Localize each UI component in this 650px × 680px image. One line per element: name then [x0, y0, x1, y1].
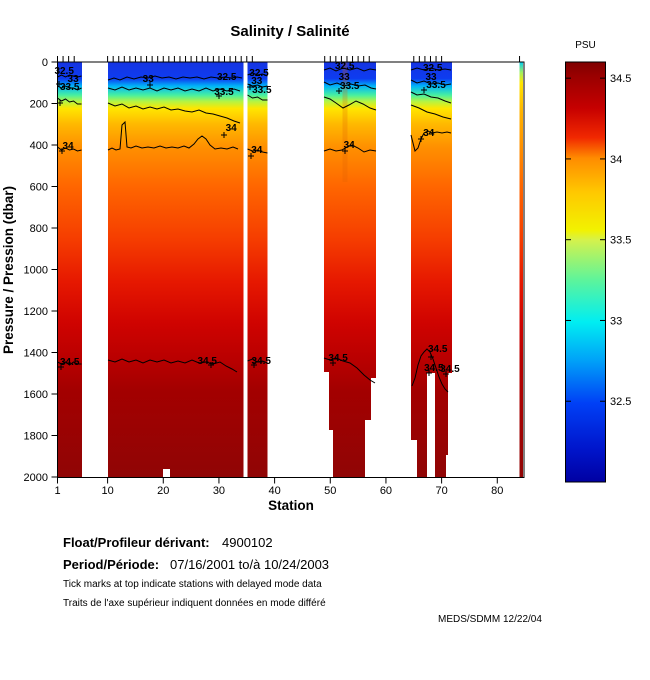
contour-lines — [56, 67, 452, 393]
data-segment — [247, 62, 268, 477]
data-segment — [324, 62, 376, 477]
contour-label: 33.5 — [340, 81, 360, 92]
svg-text:70: 70 — [435, 485, 447, 497]
svg-text:80: 80 — [491, 485, 503, 497]
svg-text:400: 400 — [30, 140, 48, 152]
svg-text:1400: 1400 — [24, 348, 48, 360]
footer: Float/Profileur dérivant: 4900102 Period… — [63, 535, 542, 625]
svg-text:40: 40 — [268, 485, 280, 497]
svg-text:50: 50 — [324, 485, 336, 497]
contour-label: 32.5 — [249, 68, 269, 79]
contour-label: 32.5 — [54, 66, 74, 77]
contour-line-32.5 — [57, 67, 452, 81]
svg-text:34: 34 — [610, 154, 622, 166]
y-axis-label: Pressure / Pression (dbar) — [1, 186, 16, 354]
note-french: Traits de l'axe supérieur indiquent donn… — [63, 598, 326, 609]
svg-text:60: 60 — [380, 485, 392, 497]
contour-label: 32.5 — [335, 61, 355, 72]
data-segment — [519, 62, 523, 477]
contour-label: 33 — [251, 76, 263, 87]
contour-label: 34.5 — [60, 357, 80, 368]
contour-label: 33.5 — [426, 80, 446, 91]
x-axis-ticks: 1 10 20 30 40 50 60 70 80 — [54, 477, 503, 497]
colorbar-ticks: 34.5 34 33.5 33 32.5 — [565, 73, 631, 408]
svg-text:800: 800 — [30, 223, 48, 235]
svg-text:32.5: 32.5 — [610, 396, 631, 408]
svg-text:200: 200 — [30, 99, 48, 111]
contour-label: 34.5 — [424, 363, 444, 374]
contour-label: 33.5 — [60, 82, 80, 93]
missing-depth-cutouts — [163, 372, 452, 477]
contour-label: 34.5 — [440, 364, 460, 375]
contour-label: 32.5 — [217, 72, 237, 83]
contour-label: 34 — [423, 128, 435, 139]
contour-label: 33 — [143, 74, 155, 85]
contour-label: 34.5 — [252, 356, 272, 367]
svg-text:1200: 1200 — [24, 306, 48, 318]
contour-label: 33.5 — [214, 87, 234, 98]
contour-line-33.5 — [57, 91, 452, 124]
section-data-segments — [57, 62, 523, 477]
colorbar: PSU 34.5 34 33.5 33 32.5 — [565, 40, 631, 483]
y-axis-ticks: 0 200 400 600 800 1000 1200 1400 1600 1800 2000 — [24, 57, 58, 484]
salinity-streak — [342, 62, 348, 182]
contour-label: 34 — [344, 140, 356, 151]
contour-line-34.5 — [57, 348, 449, 393]
svg-text:30: 30 — [213, 485, 225, 497]
svg-text:600: 600 — [30, 182, 48, 194]
credit-stamp: MEDS/SDMM 12/22/04 — [438, 614, 542, 625]
svg-text:10: 10 — [101, 485, 113, 497]
page-title: Salinity / Salinité — [230, 23, 349, 40]
svg-text:34.5: 34.5 — [610, 73, 631, 85]
note-english: Tick marks at top indicate stations with… — [63, 579, 322, 590]
svg-text:33: 33 — [610, 315, 622, 327]
contour-label: 34.5 — [198, 356, 218, 367]
svg-text:0: 0 — [42, 57, 48, 69]
contour-label: 34 — [251, 145, 263, 156]
contour-label: 34.5 — [428, 344, 448, 355]
svg-text:33.5: 33.5 — [610, 235, 631, 247]
contour-label: 33 — [68, 74, 80, 85]
contour-label: 34 — [226, 123, 238, 134]
period-label: Period/Période: — [63, 557, 159, 572]
svg-text:1000: 1000 — [24, 265, 48, 277]
colorbar-gradient — [565, 61, 606, 483]
contour-label: 34 — [63, 141, 75, 152]
float-label: Float/Profileur dérivant: — [63, 535, 210, 550]
svg-text:20: 20 — [157, 485, 169, 497]
svg-text:1800: 1800 — [24, 431, 48, 443]
float-value: 4900102 — [222, 535, 273, 550]
contour-label: 32.5 — [423, 63, 443, 74]
contour-line-34 — [57, 120, 452, 154]
data-segment — [108, 62, 244, 477]
period-value: 07/16/2001 to/à 10/24/2003 — [170, 557, 329, 572]
svg-text:2000: 2000 — [24, 472, 48, 484]
delayed-mode-top-ticks — [57, 56, 521, 62]
contour-label: 34.5 — [328, 353, 348, 364]
contour-line-33 — [57, 79, 452, 92]
svg-text:1: 1 — [54, 485, 60, 497]
x-axis-label: Station — [268, 498, 314, 513]
contour-label: 33 — [339, 72, 351, 83]
data-segment — [57, 62, 82, 477]
svg-text:1600: 1600 — [24, 389, 48, 401]
colorbar-title: PSU — [575, 40, 596, 51]
contour-label: 33.5 — [252, 85, 272, 96]
contour-label-tick-marks — [56, 81, 449, 377]
contour-label: 33 — [425, 72, 437, 83]
